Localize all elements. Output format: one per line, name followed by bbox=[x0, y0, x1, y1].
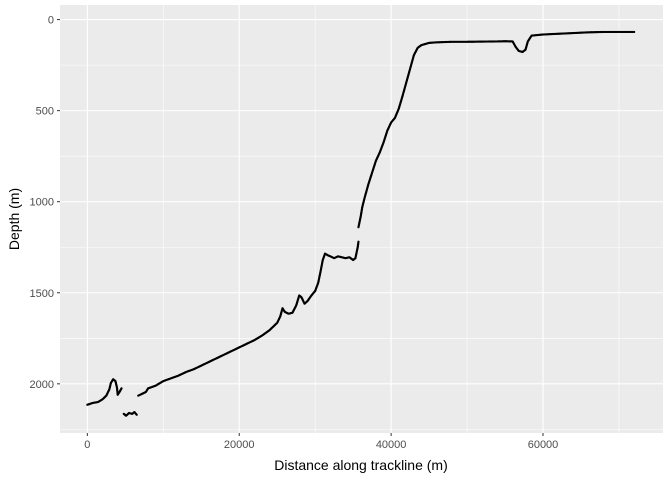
x-tick-label: 60000 bbox=[528, 439, 559, 451]
y-tick-label: 1500 bbox=[30, 288, 54, 300]
data-point bbox=[120, 387, 123, 390]
x-tick-label: 40000 bbox=[376, 439, 407, 451]
x-tick-label: 0 bbox=[84, 439, 90, 451]
x-tick-label: 20000 bbox=[224, 439, 255, 451]
plot-panel bbox=[60, 5, 663, 433]
y-axis-ticks: 0 500 1000 1500 2000 bbox=[30, 15, 60, 391]
x-axis-title: Distance along trackline (m) bbox=[274, 457, 448, 473]
x-axis-ticks: 0 20000 40000 60000 bbox=[84, 433, 558, 451]
y-tick-label: 500 bbox=[36, 106, 54, 118]
y-axis-title: Depth (m) bbox=[6, 188, 22, 250]
data-points bbox=[86, 30, 636, 417]
data-point bbox=[135, 413, 138, 416]
data-point bbox=[357, 240, 360, 243]
minor-gridlines bbox=[60, 5, 663, 433]
y-tick-label: 1000 bbox=[30, 197, 54, 209]
y-tick-label: 0 bbox=[48, 15, 54, 27]
data-point bbox=[633, 30, 636, 34]
y-tick-label: 2000 bbox=[30, 379, 54, 391]
major-gridlines bbox=[60, 5, 663, 433]
